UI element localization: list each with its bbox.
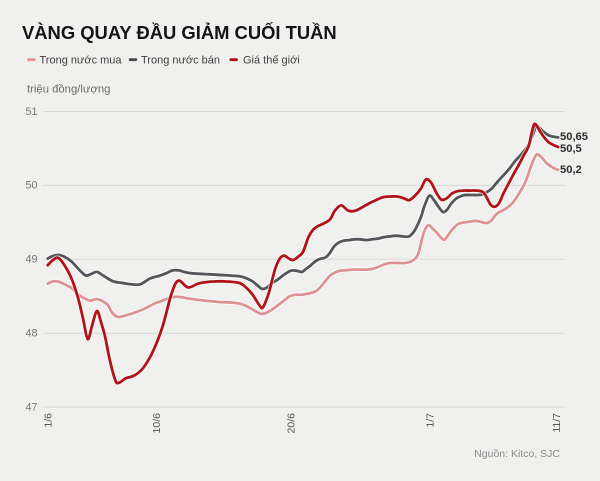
svg-text:Nguồn: Kitco, SJC: Nguồn: Kitco, SJC — [474, 448, 560, 460]
svg-text:triệu đồng/lượng: triệu đồng/lượng — [27, 84, 110, 96]
svg-text:50,5: 50,5 — [560, 143, 582, 155]
svg-text:49: 49 — [25, 254, 37, 266]
svg-text:50: 50 — [25, 180, 37, 192]
svg-text:20/6: 20/6 — [285, 413, 297, 434]
svg-text:VÀNG QUAY ĐẦU GIẢM CUỐI TUẦN: VÀNG QUAY ĐẦU GIẢM CUỐI TUẦN — [22, 22, 337, 43]
svg-text:Trong nước bán: Trong nước bán — [141, 54, 220, 66]
svg-text:Trong nước mua: Trong nước mua — [40, 54, 123, 66]
svg-text:1/6: 1/6 — [43, 413, 55, 428]
svg-text:48: 48 — [25, 328, 37, 340]
svg-text:51: 51 — [25, 106, 37, 118]
svg-text:1/7: 1/7 — [425, 413, 437, 428]
svg-text:47: 47 — [25, 401, 37, 413]
svg-text:Giá thế giới: Giá thế giới — [243, 54, 300, 66]
svg-text:10/6: 10/6 — [151, 413, 163, 434]
svg-text:50,2: 50,2 — [560, 164, 582, 176]
svg-text:50,65: 50,65 — [560, 131, 588, 143]
svg-text:11/7: 11/7 — [551, 413, 563, 433]
